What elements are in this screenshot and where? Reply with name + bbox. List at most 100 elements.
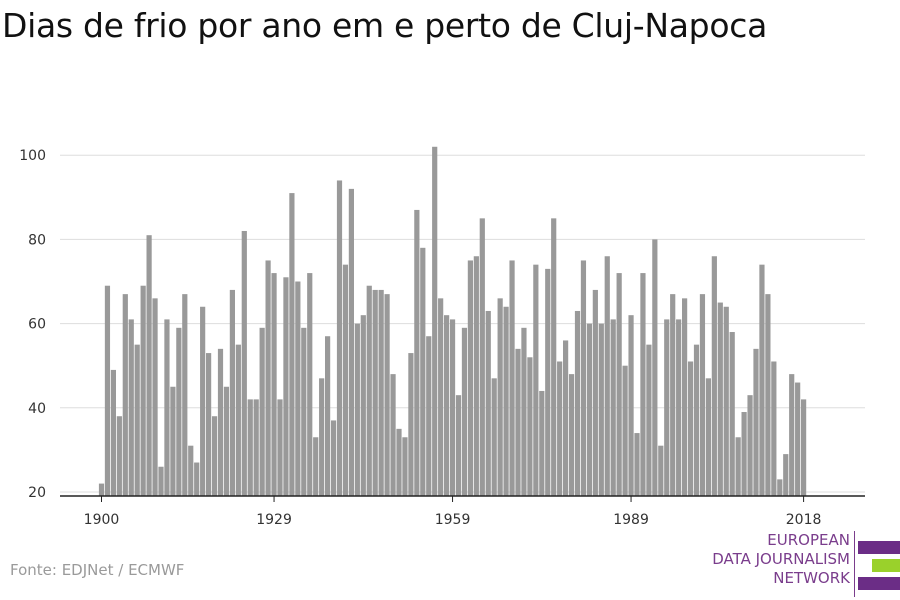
y-tick-label-60: 60 [28, 317, 46, 333]
bar-1948 [384, 294, 390, 496]
logo-divider [854, 531, 855, 597]
bar-1993 [652, 239, 658, 496]
bar-1990 [634, 433, 640, 496]
bar-1918 [206, 353, 212, 496]
x-tick-label-1900: 1900 [84, 512, 120, 528]
bar-1995 [664, 319, 670, 496]
bar-1966 [491, 378, 497, 496]
bar-1982 [586, 323, 592, 496]
bar-1923 [235, 344, 241, 496]
bar-1930 [277, 399, 283, 496]
bar-2015 [783, 454, 789, 496]
bar-1997 [676, 319, 682, 496]
bar-2003 [711, 256, 717, 496]
x-axis-ticks: 1900 1929 1959 1989 2018 [84, 496, 821, 528]
bar-1906 [134, 344, 140, 496]
bar-2007 [735, 437, 741, 496]
bar-1936 [313, 437, 319, 496]
bar-1902 [110, 369, 116, 496]
bar-1959 [449, 319, 456, 496]
bar-2018 [801, 399, 807, 496]
bar-1978 [563, 340, 569, 496]
bar-1942 [348, 188, 354, 496]
bar-2014 [777, 479, 783, 496]
bar-1991 [640, 273, 646, 496]
y-tick-label-100: 100 [19, 148, 46, 164]
bar-1933 [295, 281, 301, 496]
bar-1950 [396, 428, 402, 496]
logo-line-2: DATA JOURNALISM [712, 550, 850, 568]
bar-1917 [200, 306, 206, 496]
bar-1961 [461, 327, 468, 496]
bar-1912 [170, 386, 176, 496]
bar-1919 [211, 416, 218, 496]
bar-1963 [473, 256, 479, 496]
bar-1956 [432, 146, 438, 496]
bar-1915 [188, 445, 194, 496]
bar-1973 [533, 264, 539, 496]
bar-1911 [164, 319, 170, 496]
bar-1944 [360, 315, 366, 496]
logo-text: EUROPEAN DATA JOURNALISM NETWORK [712, 531, 850, 588]
bar-1958 [444, 315, 450, 496]
bar-1943 [354, 323, 360, 496]
bar-1904 [122, 294, 128, 496]
bar-1996 [670, 294, 676, 496]
bar-2001 [699, 294, 706, 496]
bar-1970 [515, 348, 521, 496]
bar-2000 [693, 344, 700, 496]
logo-bar-green [872, 559, 900, 572]
bar-1988 [622, 365, 628, 496]
logo-line-3: NETWORK [773, 569, 850, 587]
bar-1928 [265, 260, 271, 496]
logo-bar-purple-top [858, 541, 900, 554]
bar-1983 [592, 289, 598, 496]
bar-1913 [176, 327, 182, 496]
bar-1975 [545, 268, 551, 496]
bar-1977 [557, 361, 563, 496]
bar-1951 [402, 437, 408, 496]
bar-1927 [259, 327, 265, 496]
bar-1946 [372, 289, 378, 496]
bar-1901 [104, 285, 111, 496]
bar-2006 [729, 332, 735, 496]
bar-1922 [229, 289, 235, 496]
logo-bar-purple-bottom [858, 577, 900, 590]
bar-1938 [325, 336, 331, 496]
bar-1969 [509, 260, 515, 496]
logo-line-1: EUROPEAN [767, 531, 850, 549]
bar-1908 [146, 235, 152, 496]
bar-1979 [568, 374, 575, 496]
source-note: Fonte: EDJNet / ECMWF [10, 561, 185, 579]
bar-1905 [128, 319, 134, 496]
edjnet-logo[interactable]: EUROPEAN DATA JOURNALISM NETWORK [700, 531, 900, 597]
bar-1929 [271, 273, 277, 496]
bar-1903 [116, 416, 122, 496]
bar-2004 [717, 302, 723, 496]
y-tick-label-80: 80 [28, 232, 46, 248]
bar-2005 [723, 306, 729, 496]
bar-2010 [753, 348, 759, 496]
bar-1984 [598, 323, 604, 496]
x-tick-label-1989: 1989 [613, 512, 649, 528]
bar-1986 [610, 319, 616, 496]
bar-1934 [301, 327, 307, 496]
bar-1935 [307, 273, 313, 496]
bar-1974 [539, 390, 545, 496]
bar-1998 [682, 298, 688, 496]
y-axis-labels: 20 40 60 80 100 [19, 148, 46, 501]
bar-1980 [574, 310, 581, 496]
bar-2017 [795, 382, 801, 496]
bar-1989 [628, 315, 634, 496]
bar-1967 [497, 298, 503, 496]
bar-1954 [420, 247, 426, 496]
y-tick-label-20: 20 [28, 485, 46, 501]
bar-1947 [378, 289, 384, 496]
bar-2013 [771, 361, 777, 496]
bar-1965 [485, 310, 491, 496]
page-title: Dias de frio por ano em e perto de Cluj-… [2, 6, 767, 45]
bar-1994 [658, 445, 664, 496]
bar-1981 [580, 260, 587, 496]
bar-2002 [705, 378, 711, 496]
